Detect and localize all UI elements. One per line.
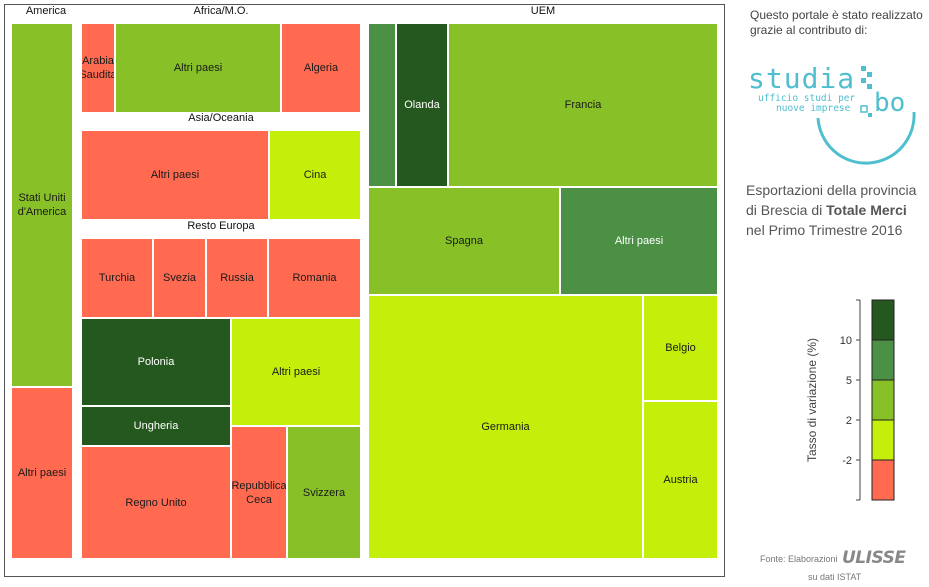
treemap-tile[interactable]: Svizzera <box>287 426 361 559</box>
treemap-tile[interactable]: Altri paesi <box>231 318 361 426</box>
treemap-tile[interactable]: Olanda <box>396 23 448 187</box>
logo-subtitle-line-2: nuove imprese <box>776 103 851 114</box>
treemap-tile[interactable]: Regno Unito <box>81 446 231 559</box>
source-prefix: Fonte: Elaborazioni <box>760 554 838 564</box>
legend-swatch <box>871 299 895 341</box>
chart-title-bold: Totale Merci <box>826 202 907 218</box>
ulisse-logo[interactable]: ULISSE <box>842 548 906 568</box>
logo-subtitle-line-1: ufficio studi per <box>758 93 856 104</box>
group-label: Asia/Oceania <box>188 112 254 124</box>
legend-swatch <box>871 459 895 501</box>
treemap-tile[interactable]: Stati Uniti d'America <box>11 23 73 387</box>
group-label: America <box>25 5 67 17</box>
studiabo-logo[interactable]: studia ufficio studi per nuove imprese b… <box>748 54 918 166</box>
treemap-tile[interactable]: Polonia <box>81 318 231 406</box>
treemap-tile[interactable]: Svezia <box>153 238 206 318</box>
legend-swatch <box>871 339 895 381</box>
treemap-tile[interactable]: Altri paesi <box>115 23 281 113</box>
legend-tick-label: -2 <box>842 455 852 467</box>
group-label: Africa/M.O. <box>193 5 249 17</box>
logo-ring-icon <box>816 66 916 165</box>
color-legend: 10 5 2 -2 Tasso di variazione (%) <box>805 299 895 501</box>
treemap-tile[interactable]: Altri paesi <box>81 130 269 220</box>
legend-tick-label: 2 <box>846 415 852 427</box>
treemap-tile[interactable]: Arabia Saudita <box>81 23 115 113</box>
chart-title: Esportazioni della provincia di Brescia … <box>746 180 926 240</box>
treemap-tile[interactable]: Russia <box>206 238 268 318</box>
sidebar: Questo portale è stato realizzato grazie… <box>730 0 929 587</box>
logo-subtitle: ufficio studi per nuove imprese <box>758 94 855 114</box>
source-suffix: su dati ISTAT <box>808 572 862 582</box>
treemap-tile[interactable]: Spagna <box>368 187 560 295</box>
chart-title-post: nel Primo Trimestre 2016 <box>746 222 903 238</box>
logo-wordmark: studia <box>748 62 856 95</box>
treemap-tile[interactable]: Turchia <box>81 238 153 318</box>
group-label: Resto Europa <box>187 220 255 232</box>
treemap-tile[interactable]: Repubblica Ceca <box>231 426 287 559</box>
treemap-tile[interactable] <box>368 23 396 187</box>
legend-tick-label: 10 <box>840 335 852 347</box>
treemap-tile[interactable]: Austria <box>643 401 718 559</box>
legend-swatch <box>871 379 895 421</box>
credit-text: Questo portale è stato realizzato grazie… <box>750 8 923 37</box>
treemap-tile[interactable]: Romania <box>268 238 361 318</box>
legend-tick-label: 5 <box>846 375 852 387</box>
treemap-tile[interactable]: Algeria <box>281 23 361 113</box>
treemap-tile[interactable]: Ungheria <box>81 406 231 446</box>
group-label: UEM <box>530 5 556 17</box>
legend-swatch <box>871 419 895 461</box>
treemap-tile[interactable]: Germania <box>368 295 643 559</box>
treemap-tile[interactable]: Francia <box>448 23 718 187</box>
treemap-tile[interactable]: Altri paesi <box>560 187 718 295</box>
treemap-tile[interactable]: Altri paesi <box>11 387 73 559</box>
treemap-tile[interactable]: Cina <box>269 130 361 220</box>
legend-title: Tasso di variazione (%) <box>805 338 819 462</box>
logo-bo: bo <box>874 88 906 118</box>
chart-title-pre: Esportazioni della provincia di Brescia … <box>746 182 917 218</box>
treemap-tile[interactable]: Belgio <box>643 295 718 401</box>
